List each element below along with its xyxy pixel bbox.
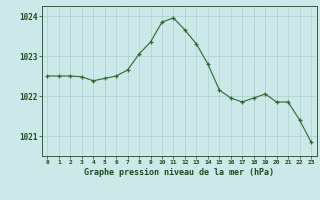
- X-axis label: Graphe pression niveau de la mer (hPa): Graphe pression niveau de la mer (hPa): [84, 168, 274, 177]
